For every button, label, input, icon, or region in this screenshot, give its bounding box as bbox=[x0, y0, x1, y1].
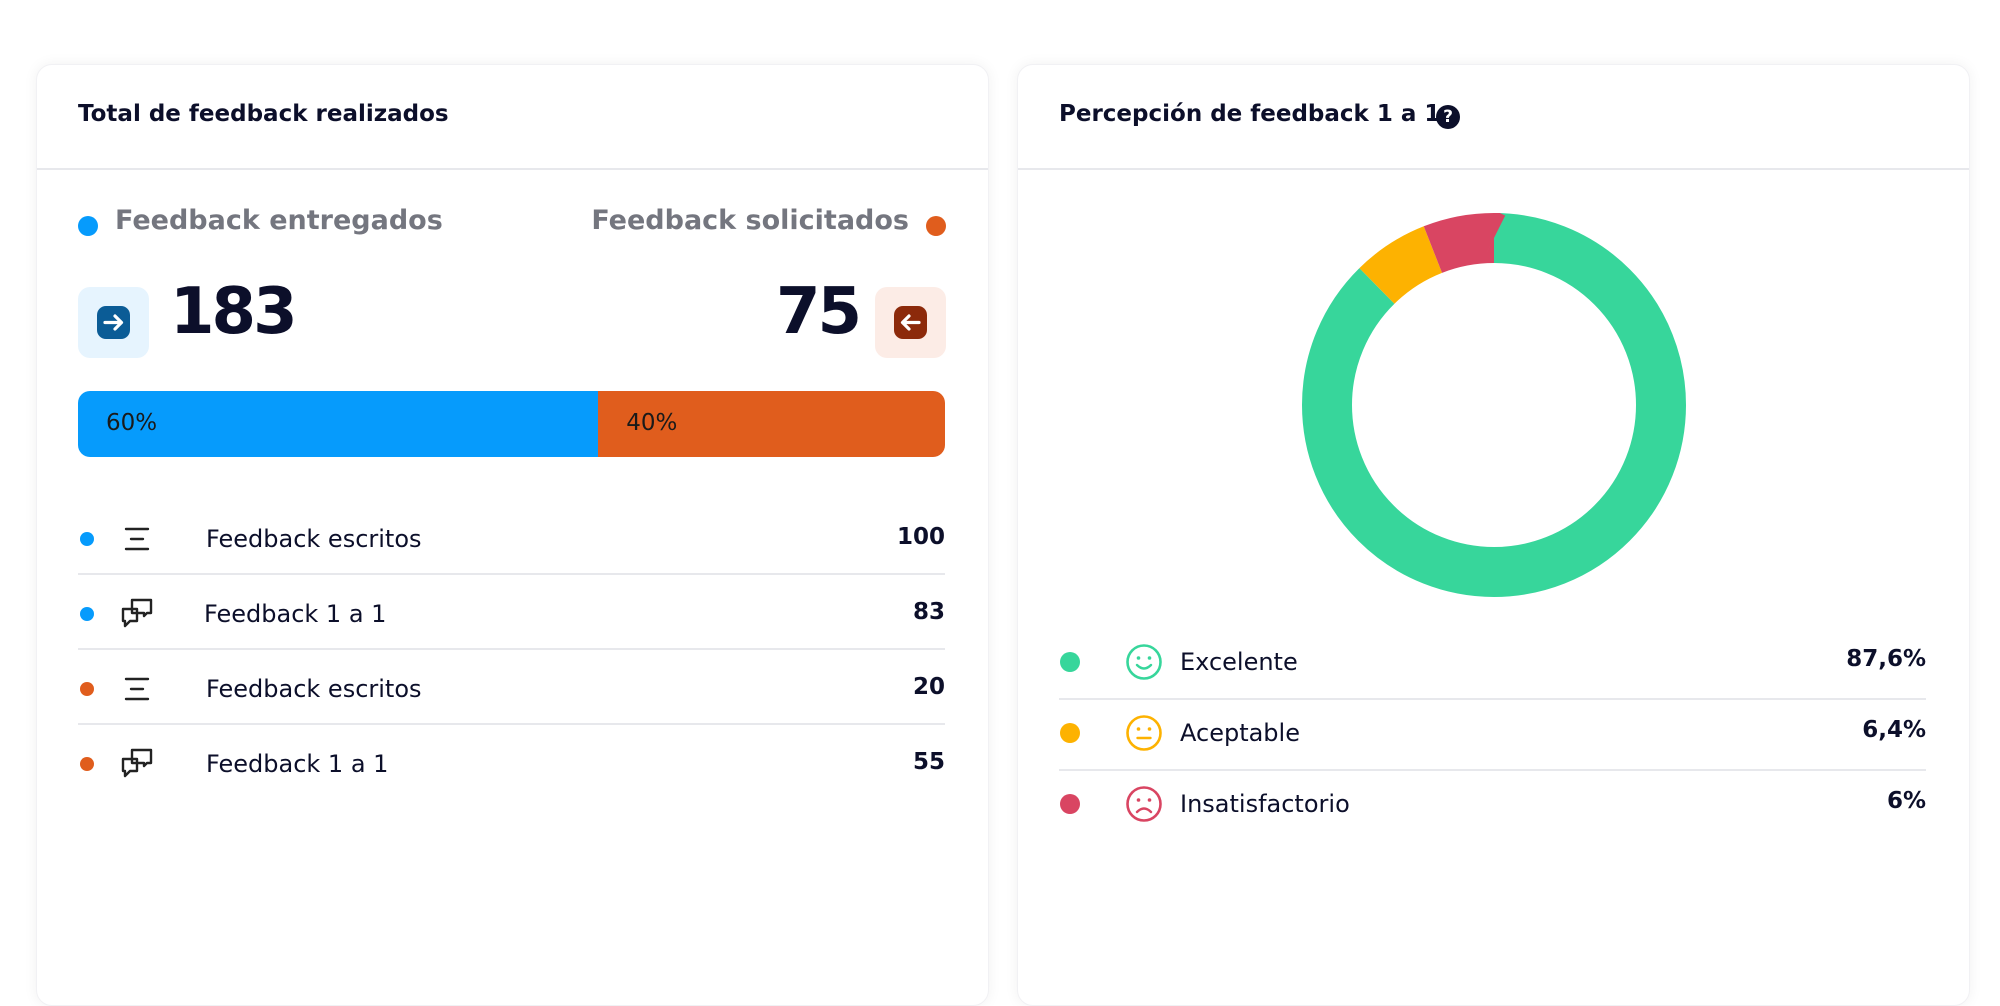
donut-chart bbox=[1302, 213, 1686, 597]
row-label: Feedback 1 a 1 bbox=[204, 600, 387, 628]
row-value: 83 bbox=[912, 599, 945, 625]
row: Feedback escritos 100 bbox=[78, 500, 945, 575]
given-count: 183 bbox=[170, 275, 298, 349]
arrow-right-icon bbox=[97, 306, 130, 339]
bar-label: 60% bbox=[106, 410, 158, 436]
donut-segment bbox=[1302, 213, 1686, 597]
row-dot bbox=[80, 532, 94, 546]
text-icon bbox=[124, 677, 150, 701]
row-dot bbox=[80, 757, 94, 771]
legend-label: Feedback solicitados bbox=[591, 205, 909, 236]
requested-count: 75 bbox=[775, 275, 862, 349]
chat-icon bbox=[121, 598, 153, 628]
icon-box bbox=[78, 287, 149, 358]
row: Feedback 1 a 1 55 bbox=[78, 725, 945, 800]
happy-icon bbox=[1126, 644, 1162, 680]
split-bar: 60% 40% bbox=[78, 391, 945, 457]
help-icon[interactable]: ? bbox=[1436, 105, 1460, 129]
page: Total de feedback realizados Feedback en… bbox=[36, 64, 1970, 1006]
arrow-left-icon bbox=[894, 306, 927, 339]
row-divider bbox=[78, 723, 945, 725]
bar-segment: 40% bbox=[598, 391, 945, 457]
legend-divider bbox=[1059, 769, 1926, 771]
legend-value: 6% bbox=[1886, 788, 1926, 814]
row-value: 20 bbox=[912, 674, 945, 700]
legend-label: Aceptable bbox=[1180, 719, 1300, 747]
divider bbox=[37, 168, 988, 170]
legend-value: 87,6% bbox=[1846, 646, 1926, 672]
sad-icon bbox=[1126, 786, 1162, 822]
neutral-icon bbox=[1126, 715, 1162, 751]
row-label: Feedback 1 a 1 bbox=[206, 750, 389, 778]
bar-label: 40% bbox=[626, 410, 678, 436]
row-label: Feedback escritos bbox=[206, 525, 422, 553]
row-value: 55 bbox=[912, 749, 945, 775]
legend-dot bbox=[78, 216, 98, 236]
text-icon bbox=[124, 527, 150, 551]
legend-label: Excelente bbox=[1180, 648, 1298, 676]
legend-dot bbox=[1060, 794, 1080, 814]
legend-row: Insatisfactorio 6% bbox=[1059, 767, 1926, 838]
card-title: Percepción de feedback 1 a 1 bbox=[1059, 101, 1441, 127]
row: Feedback escritos 20 bbox=[78, 650, 945, 725]
legend-row: Excelente 87,6% bbox=[1059, 625, 1926, 700]
divider bbox=[1018, 168, 1969, 170]
row: Feedback 1 a 1 83 bbox=[78, 575, 945, 650]
legend-row: Aceptable 6,4% bbox=[1059, 696, 1926, 771]
bar-segment: 60% bbox=[78, 391, 599, 457]
chat-icon bbox=[121, 748, 153, 778]
donut-segment bbox=[1302, 213, 1686, 597]
card-title: Total de feedback realizados bbox=[78, 101, 449, 127]
legend-dot bbox=[1060, 652, 1080, 672]
perception-card: Percepción de feedback 1 a 1 ? Excelente… bbox=[1017, 64, 1970, 1006]
summary-card: Total de feedback realizados Feedback en… bbox=[36, 64, 989, 1006]
row-dot bbox=[80, 682, 94, 696]
legend-dot bbox=[1060, 723, 1080, 743]
legend-value: 6,4% bbox=[1862, 717, 1926, 743]
row-divider bbox=[78, 648, 945, 650]
legend-label: Insatisfactorio bbox=[1180, 790, 1350, 818]
row-dot bbox=[80, 607, 94, 621]
row-divider bbox=[78, 573, 945, 575]
icon-box bbox=[875, 287, 946, 358]
legend-dot bbox=[926, 216, 946, 236]
row-label: Feedback escritos bbox=[206, 675, 422, 703]
row-value: 100 bbox=[896, 524, 945, 550]
legend-divider bbox=[1059, 698, 1926, 700]
legend-label: Feedback entregados bbox=[115, 205, 443, 236]
